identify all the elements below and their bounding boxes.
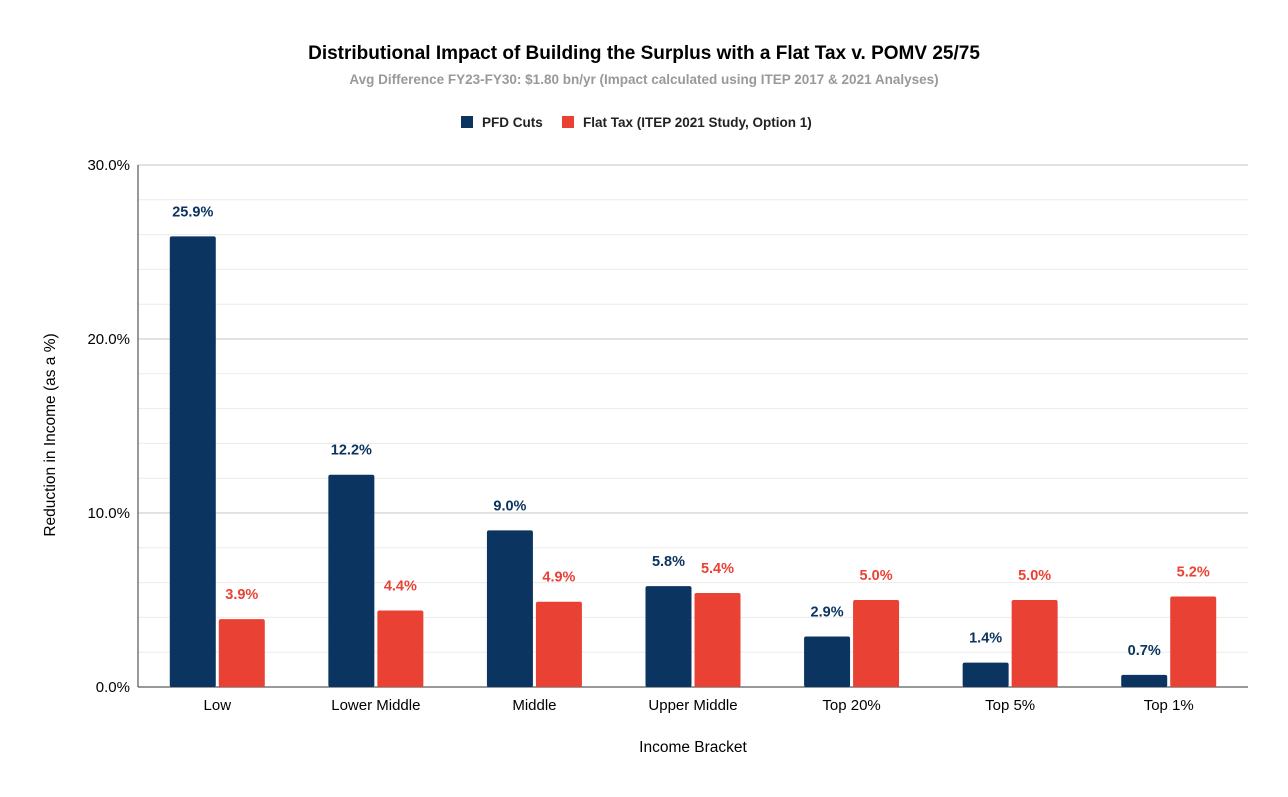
legend-label-flat-tax: Flat Tax (ITEP 2021 Study, Option 1)	[583, 115, 812, 130]
x-tick-label: Middle	[512, 697, 556, 714]
bar-pfd-cuts	[169, 236, 216, 687]
legend-label-pfd-cuts: PFD Cuts	[482, 115, 543, 130]
bar-pfd-cuts	[1121, 674, 1168, 687]
bar-flat-tax	[1011, 600, 1058, 687]
chart-subtitle: Avg Difference FY23-FY30: $1.80 bn/yr (I…	[349, 72, 938, 87]
data-label-flat-tax: 5.0%	[1018, 568, 1051, 584]
data-label-pfd-cuts: 0.7%	[1128, 643, 1161, 659]
x-tick-label: Top 5%	[985, 697, 1035, 714]
bar-flat-tax	[377, 610, 424, 687]
bar-pfd-cuts	[962, 662, 1009, 687]
bar-pfd-cuts	[804, 636, 851, 687]
bar-flat-tax	[218, 619, 265, 687]
x-axis-title: Income Bracket	[639, 739, 747, 756]
x-tick-label: Low	[204, 697, 232, 714]
y-axis-title: Reduction in Income (as a %)	[42, 333, 59, 536]
x-tick-label: Upper Middle	[648, 697, 737, 714]
data-label-pfd-cuts: 25.9%	[172, 204, 213, 220]
legend-swatch-flat-tax	[562, 116, 574, 128]
data-label-flat-tax: 5.4%	[701, 561, 734, 577]
bar-pfd-cuts	[645, 586, 692, 687]
data-label-pfd-cuts: 9.0%	[493, 498, 526, 514]
y-tick-label: 10.0%	[87, 505, 130, 522]
axes	[137, 165, 1248, 688]
chart-title: Distributional Impact of Building the Su…	[308, 43, 980, 64]
bar-flat-tax	[1170, 596, 1217, 687]
tick-labels: 0.0% 10.0% 20.0% 30.0% Low Lower Middle Middle…	[87, 157, 1193, 714]
bar-flat-tax	[535, 601, 582, 687]
bar-flat-tax	[853, 600, 900, 687]
y-tick-label: 30.0%	[87, 157, 130, 174]
x-tick-label: Lower Middle	[331, 697, 420, 714]
data-label-pfd-cuts: 12.2%	[331, 443, 372, 459]
x-tick-label: Top 1%	[1144, 697, 1194, 714]
legend-swatch-pfd-cuts	[461, 116, 473, 128]
bar-pfd-cuts	[486, 530, 533, 687]
bars	[169, 236, 1217, 687]
data-label-flat-tax: 4.9%	[542, 570, 575, 586]
y-tick-label: 20.0%	[87, 331, 130, 348]
data-label-pfd-cuts: 5.8%	[652, 554, 685, 570]
bar-pfd-cuts	[328, 474, 375, 687]
bar-flat-tax	[694, 593, 741, 687]
data-label-pfd-cuts: 2.9%	[811, 605, 844, 621]
y-tick-label: 0.0%	[96, 679, 130, 696]
data-label-flat-tax: 3.9%	[225, 587, 258, 603]
gridlines	[138, 164, 1248, 653]
data-label-flat-tax: 5.2%	[1177, 565, 1210, 581]
data-labels: 25.9% 3.9% 12.2% 4.4% 9.0% 4.9% 5.8% 5.4% 2.9% 5.…	[172, 204, 1210, 658]
legend: PFD Cuts Flat Tax (ITEP 2021 Study, Opti…	[461, 115, 812, 130]
x-tick-label: Top 20%	[822, 697, 880, 714]
data-label-flat-tax: 4.4%	[384, 578, 417, 594]
data-label-flat-tax: 5.0%	[860, 568, 893, 584]
data-label-pfd-cuts: 1.4%	[969, 631, 1002, 647]
